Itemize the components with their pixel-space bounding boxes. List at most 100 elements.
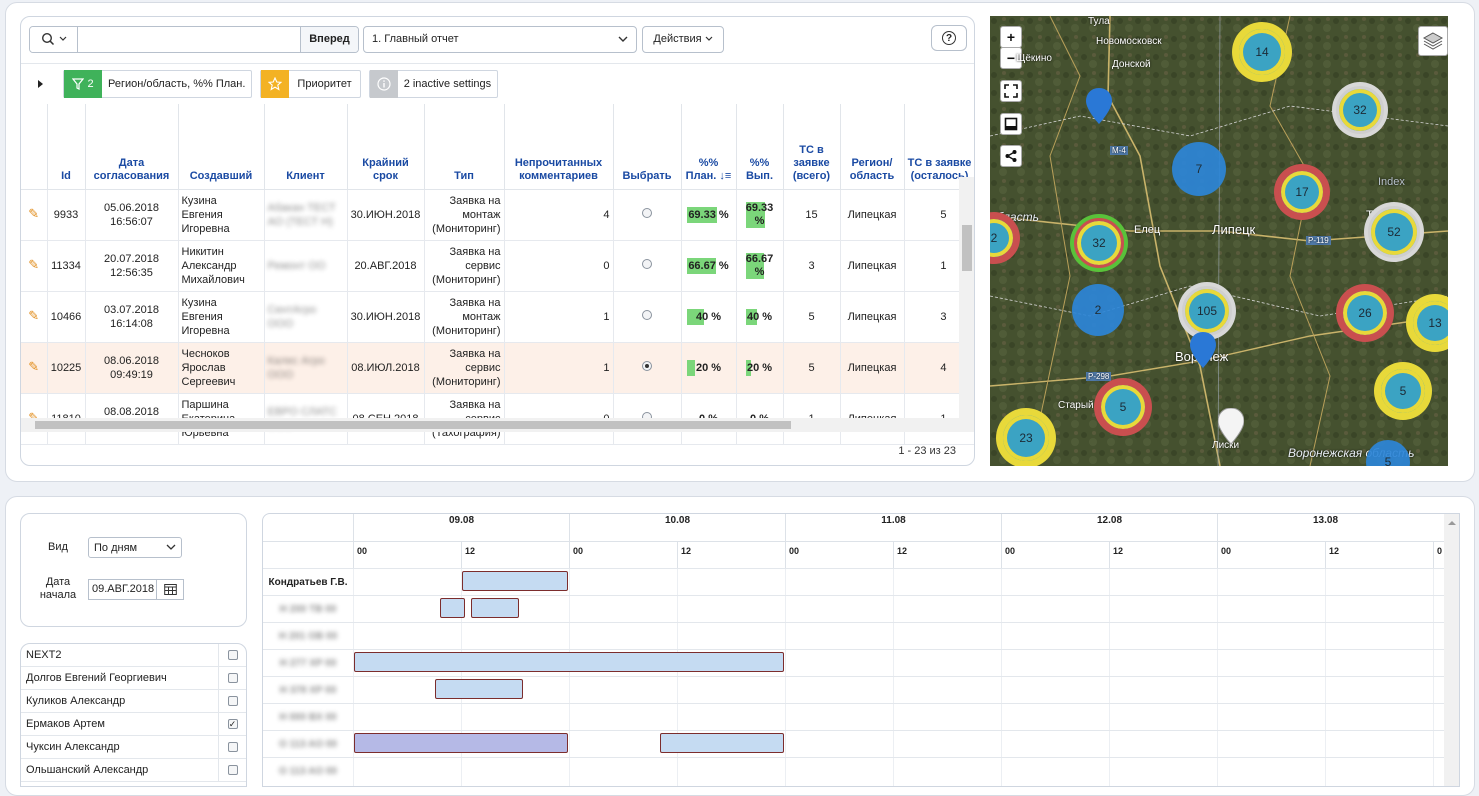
map-marker-white-icon[interactable] <box>1218 408 1244 444</box>
driver-checkbox-cell[interactable] <box>218 758 246 782</box>
map-marker-icon[interactable] <box>1190 332 1216 368</box>
map-cluster-marker[interactable]: 5 <box>1378 366 1428 416</box>
map-cluster-marker[interactable]: 105 <box>1182 286 1232 336</box>
edit-cell[interactable]: ✎ <box>21 240 48 292</box>
map-cluster-marker[interactable]: 5 <box>1098 382 1148 432</box>
map-cluster-marker[interactable]: 14 <box>1236 26 1288 78</box>
gantt-task-bar[interactable] <box>440 598 465 618</box>
gantt-task-bar[interactable] <box>660 733 784 753</box>
map-cluster-marker[interactable]: 32 <box>1074 218 1124 268</box>
help-button[interactable]: ? <box>931 25 967 51</box>
gantt-task-bar[interactable] <box>354 733 568 753</box>
pencil-edit-icon[interactable]: ✎ <box>28 410 39 425</box>
select-radio[interactable] <box>642 258 652 269</box>
driver-checkbox-cell[interactable] <box>218 666 246 690</box>
start-date-input[interactable]: 09.АВГ.2018 <box>88 578 156 600</box>
map-cluster-marker[interactable]: 13 <box>1410 298 1448 348</box>
col-header-client[interactable]: Клиент <box>264 104 348 190</box>
print-map-button[interactable] <box>1000 113 1022 135</box>
driver-checkbox-cell[interactable] <box>218 735 246 759</box>
driver-checkbox[interactable] <box>227 742 238 752</box>
driver-list-item[interactable]: Куликов Александр <box>21 689 246 713</box>
scroll-up-arrow-icon[interactable] <box>1444 516 1460 530</box>
table-horizontal-scrollbar[interactable] <box>21 418 959 432</box>
col-header-select[interactable]: Выбрать <box>613 104 682 190</box>
share-button[interactable] <box>1000 145 1022 167</box>
gantt-task-bar[interactable] <box>435 679 523 699</box>
select-radio[interactable] <box>642 309 652 320</box>
select-radio[interactable] <box>642 360 652 371</box>
col-header-ts-left[interactable]: ТС в заявке (осталось) <box>904 104 974 190</box>
driver-list-item[interactable]: NEXT2 <box>21 644 246 667</box>
driver-checkbox[interactable] <box>227 673 238 683</box>
actions-button[interactable]: Действия <box>642 25 724 53</box>
col-header-plan[interactable]: %% План. ↓≡ <box>681 104 737 190</box>
col-header-done[interactable]: %% Вып. <box>736 104 784 190</box>
report-select[interactable]: 1. Главный отчет <box>363 25 637 53</box>
select-cell[interactable] <box>613 291 682 343</box>
driver-list-item[interactable]: Ермаков Артем ✓ <box>21 712 246 736</box>
select-radio[interactable] <box>642 207 652 218</box>
expand-triangle-icon[interactable] <box>35 79 45 89</box>
col-header-unread[interactable]: Непрочитанных комментариев <box>504 104 614 190</box>
fullscreen-button[interactable] <box>1000 80 1022 102</box>
select-cell[interactable] <box>613 342 682 394</box>
col-header-date[interactable]: Дата согласования <box>85 104 179 190</box>
driver-list-item[interactable]: Долгов Евгений Георгиевич <box>21 666 246 690</box>
col-header-creator[interactable]: Создавший <box>178 104 265 190</box>
layers-button[interactable] <box>1418 26 1448 56</box>
edit-cell[interactable]: ✎ <box>21 342 48 394</box>
select-cell[interactable] <box>613 240 682 292</box>
col-header-type[interactable]: Тип <box>424 104 505 190</box>
gantt-task-bar[interactable] <box>462 571 568 591</box>
edit-cell[interactable]: ✎ <box>21 291 48 343</box>
view-select[interactable]: По дням <box>88 537 182 558</box>
driver-checkbox[interactable] <box>227 696 238 706</box>
pencil-edit-icon[interactable]: ✎ <box>28 206 40 221</box>
calendar-button[interactable] <box>156 578 184 600</box>
col-header-id[interactable]: Id <box>47 104 86 190</box>
edit-cell[interactable]: ✎ <box>21 189 48 241</box>
map-cluster-marker[interactable]: 7 <box>1172 142 1226 196</box>
map-cluster-marker[interactable]: 26 <box>1340 288 1390 338</box>
driver-list-item[interactable]: Ольшанский Александр <box>21 758 246 782</box>
driver-checkbox[interactable]: ✓ <box>227 719 238 729</box>
table-row[interactable]: ✎ 10466 03.07.2018 16:14:08 Кузина Евгения … <box>21 291 974 343</box>
gantt-task-bar[interactable] <box>471 598 519 618</box>
driver-checkbox[interactable] <box>227 765 238 775</box>
zoom-out-button[interactable]: − <box>1000 47 1022 69</box>
driver-checkbox-cell[interactable]: ✓ <box>218 712 246 736</box>
search-column-button[interactable] <box>30 26 78 52</box>
driver-checkbox-cell[interactable] <box>218 689 246 713</box>
search-input[interactable] <box>78 26 300 52</box>
gantt-day-header: 13.08 <box>1217 514 1433 541</box>
driver-list-item[interactable]: Чуксин Александр <box>21 735 246 759</box>
map[interactable]: + − Тула Новомосковск Щёкино Донской Еле… <box>990 16 1448 466</box>
map-cluster-marker[interactable]: 23 <box>1000 412 1052 464</box>
map-cluster-marker[interactable]: 52 <box>1368 206 1420 258</box>
gantt-task-bar[interactable] <box>354 652 784 672</box>
filter-chip[interactable]: 2 Регион/область, %% План. <box>63 69 253 98</box>
pencil-edit-icon[interactable]: ✎ <box>28 308 40 323</box>
driver-checkbox[interactable] <box>227 650 238 660</box>
table-row[interactable]: ✎ 10225 08.06.2018 09:49:19 Чесноков Яросла… <box>21 342 974 394</box>
priority-chip[interactable]: Приоритет <box>260 69 361 98</box>
table-vertical-scrollbar[interactable] <box>959 177 974 432</box>
pencil-edit-icon[interactable]: ✎ <box>28 257 40 272</box>
map-cluster-marker[interactable]: 2 <box>1072 284 1124 336</box>
driver-checkbox-cell[interactable] <box>218 644 246 667</box>
gantt-vertical-scrollbar[interactable] <box>1444 514 1460 786</box>
inactive-settings-chip[interactable]: 2 inactive settings <box>368 69 499 98</box>
select-cell[interactable] <box>613 189 682 241</box>
pencil-edit-icon[interactable]: ✎ <box>28 359 40 374</box>
table-row[interactable]: ✎ 9933 05.06.2018 16:56:07 Кузина Евгения И… <box>21 189 974 241</box>
map-cluster-marker[interactable]: 32 <box>1336 86 1384 134</box>
map-cluster-marker[interactable]: 17 <box>1278 168 1326 216</box>
table-row[interactable]: ✎ 11334 20.07.2018 12:56:35 Никитин Алексан… <box>21 240 974 292</box>
map-marker-icon[interactable] <box>1086 88 1112 124</box>
col-header-region[interactable]: Регион/ область <box>840 104 905 190</box>
col-header-ts-total[interactable]: ТС в заявке (всего) <box>783 104 841 190</box>
col-header-deadline[interactable]: Крайний срок <box>347 104 425 190</box>
zoom-in-button[interactable]: + <box>1000 26 1022 48</box>
go-button[interactable]: Вперед <box>300 26 358 52</box>
